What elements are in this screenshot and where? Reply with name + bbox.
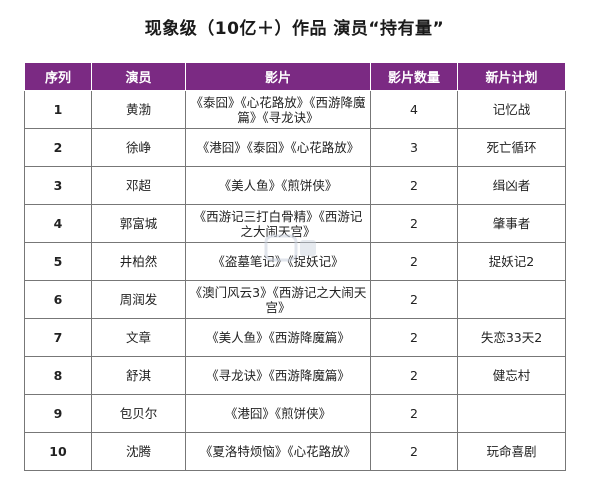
films-cell: 《西游记三打白骨精》《西游记之大闹天宫》 [185,204,371,243]
header-films: 影片 [185,62,371,91]
actor-cell: 井柏然 [91,242,186,281]
table-row: 5 井柏然 《盗墓笔记》《捉妖记》 2 捉妖记2 [24,242,566,281]
table-header-row: 序列 演员 影片 影片数量 新片计划 [24,62,566,91]
actor-cell: 郭富城 [91,204,186,243]
table-row: 7 文章 《美人鱼》《西游降魔篇》 2 失恋33天2 [24,318,566,357]
plan-cell: 玩命喜剧 [457,432,566,471]
rank-cell: 8 [24,356,92,395]
header-new-film-plan: 新片计划 [457,62,566,91]
films-cell: 《寻龙诀》《西游降魔篇》 [185,356,371,395]
table-row: 3 邓超 《美人鱼》《煎饼侠》 2 缉凶者 [24,166,566,205]
films-cell: 《夏洛特烦恼》《心花路放》 [185,432,371,471]
plan-cell: 失恋33天2 [457,318,566,357]
rank-cell: 5 [24,242,92,281]
header-film-count: 影片数量 [370,62,458,91]
plan-cell: 记忆战 [457,90,566,129]
actor-cell: 黄渤 [91,90,186,129]
count-cell: 2 [370,204,458,243]
header-actor: 演员 [91,62,186,91]
rank-cell: 9 [24,394,92,433]
plan-cell [457,280,566,319]
header-rank: 序列 [24,62,92,91]
count-cell: 2 [370,280,458,319]
films-cell: 《美人鱼》《西游降魔篇》 [185,318,371,357]
count-cell: 2 [370,318,458,357]
actor-cell: 周润发 [91,280,186,319]
table-row: 2 徐峥 《港囧》《泰囧》《心花路放》 3 死亡循环 [24,128,566,167]
films-cell: 《港囧》《煎饼侠》 [185,394,371,433]
actor-cell: 舒淇 [91,356,186,395]
plan-cell: 死亡循环 [457,128,566,167]
rank-cell: 2 [24,128,92,167]
films-cell: 《盗墓笔记》《捉妖记》 [185,242,371,281]
films-cell: 《澳门风云3》《西游记之大闹天宫》 [185,280,371,319]
table-row: 1 黄渤 《泰囧》《心花路放》《西游降魔篇》《寻龙诀》 4 记忆战 [24,90,566,129]
table-row: 10 沈腾 《夏洛特烦恼》《心花路放》 2 玩命喜剧 [24,432,566,471]
rank-cell: 10 [24,432,92,471]
table-row: 4 郭富城 《西游记三打白骨精》《西游记之大闹天宫》 2 肇事者 [24,204,566,243]
rank-cell: 6 [24,280,92,319]
plan-cell [457,394,566,433]
plan-cell: 缉凶者 [457,166,566,205]
actor-cell: 文章 [91,318,186,357]
count-cell: 2 [370,432,458,471]
actor-films-table: 序列 演员 影片 影片数量 新片计划 1 黄渤 《泰囧》《心花路放》《西游降魔篇… [24,62,566,471]
table-row: 6 周润发 《澳门风云3》《西游记之大闹天宫》 2 [24,280,566,319]
count-cell: 3 [370,128,458,167]
rank-cell: 1 [24,90,92,129]
actor-cell: 包贝尔 [91,394,186,433]
actor-cell: 沈腾 [91,432,186,471]
count-cell: 2 [370,356,458,395]
plan-cell: 健忘村 [457,356,566,395]
rank-cell: 3 [24,166,92,205]
plan-cell: 捉妖记2 [457,242,566,281]
films-cell: 《美人鱼》《煎饼侠》 [185,166,371,205]
plan-cell: 肇事者 [457,204,566,243]
actor-cell: 邓超 [91,166,186,205]
table-row: 9 包贝尔 《港囧》《煎饼侠》 2 [24,394,566,433]
count-cell: 4 [370,90,458,129]
rank-cell: 7 [24,318,92,357]
count-cell: 2 [370,166,458,205]
table-row: 8 舒淇 《寻龙诀》《西游降魔篇》 2 健忘村 [24,356,566,395]
actor-cell: 徐峥 [91,128,186,167]
page-title: 现象级（10亿＋）作品 演员“持有量” [144,19,445,39]
rank-cell: 4 [24,204,92,243]
films-cell: 《泰囧》《心花路放》《西游降魔篇》《寻龙诀》 [185,90,371,129]
count-cell: 2 [370,394,458,433]
films-cell: 《港囧》《泰囧》《心花路放》 [185,128,371,167]
count-cell: 2 [370,242,458,281]
